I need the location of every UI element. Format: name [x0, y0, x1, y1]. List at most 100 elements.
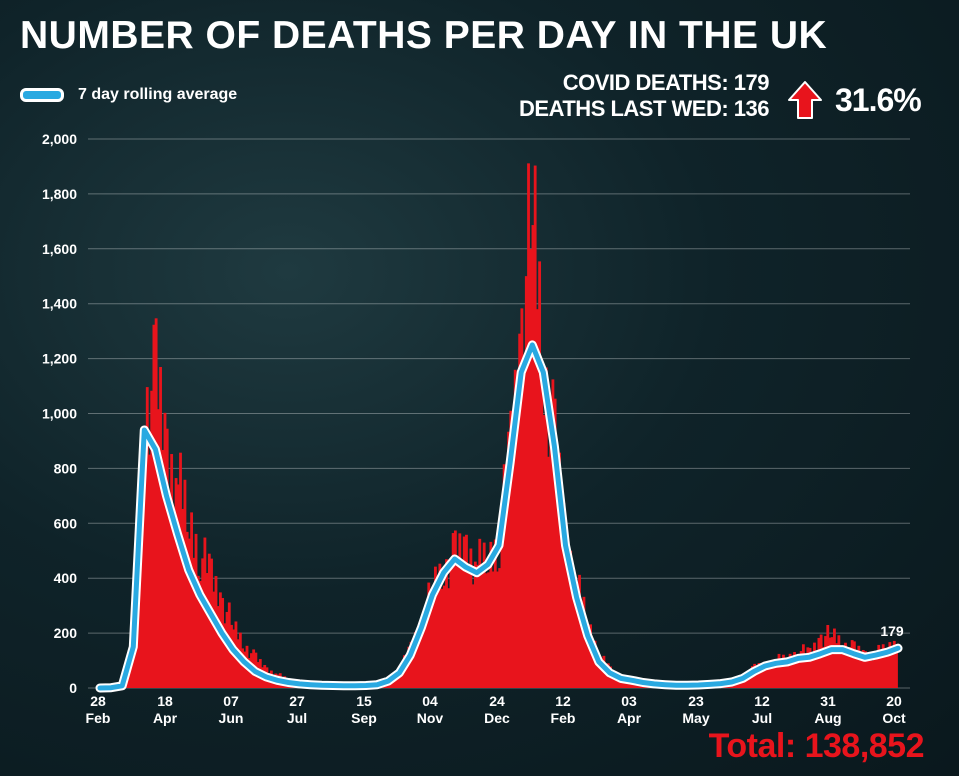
- bar: [507, 431, 510, 688]
- bar: [405, 657, 409, 688]
- bar: [890, 651, 894, 688]
- x-tick-day: 18: [157, 693, 173, 709]
- bar: [513, 369, 517, 688]
- covid-deaths-stat: COVID DEATHS: 179: [562, 70, 770, 95]
- bar: [230, 624, 233, 688]
- y-tick-label: 800: [54, 460, 78, 476]
- bar: [564, 523, 568, 688]
- bar: [181, 508, 185, 688]
- bar: [214, 576, 218, 688]
- bar: [132, 642, 136, 688]
- bar: [877, 644, 881, 688]
- bar: [830, 637, 834, 688]
- bar: [172, 514, 176, 688]
- x-tick-day: 12: [754, 693, 770, 709]
- y-tick-label: 1,400: [42, 296, 77, 312]
- bar: [786, 661, 790, 688]
- y-tick-label: 1,800: [42, 186, 77, 202]
- bar: [870, 660, 874, 688]
- bar: [458, 533, 462, 688]
- bar: [598, 662, 601, 688]
- bar: [529, 248, 533, 688]
- bar: [764, 661, 768, 688]
- bar: [436, 589, 440, 688]
- bar: [212, 591, 216, 688]
- bar: [449, 561, 453, 688]
- bar: [788, 653, 792, 688]
- bar: [420, 617, 424, 688]
- bar: [850, 640, 854, 688]
- bar: [400, 664, 404, 688]
- bar: [165, 428, 169, 688]
- x-tick-month: Nov: [417, 710, 444, 726]
- bar: [431, 591, 435, 688]
- bar: [509, 410, 513, 688]
- bar: [775, 659, 779, 688]
- bar: [542, 414, 546, 688]
- bar: [518, 333, 522, 688]
- bar: [130, 650, 134, 688]
- y-tick-label: 1,200: [42, 351, 77, 367]
- bar: [538, 261, 542, 688]
- bar: [591, 644, 595, 688]
- bar: [462, 536, 466, 688]
- bar: [524, 276, 528, 688]
- bar: [826, 624, 830, 688]
- bar: [493, 539, 497, 688]
- bar: [558, 452, 561, 688]
- bar: [447, 588, 451, 688]
- bar: [571, 591, 575, 688]
- bar: [219, 592, 222, 688]
- bar: [418, 623, 422, 688]
- y-tick-label: 200: [54, 625, 78, 641]
- bar: [190, 512, 193, 688]
- bar: [560, 520, 564, 688]
- x-tick-day: 12: [555, 693, 571, 709]
- x-tick-month: Oct: [882, 710, 906, 726]
- bar: [866, 659, 870, 688]
- bar: [398, 673, 402, 688]
- x-tick-month: Sep: [351, 710, 377, 726]
- bar: [808, 647, 812, 688]
- x-tick-month: Jul: [752, 710, 772, 726]
- bar: [879, 652, 883, 688]
- bar: [555, 476, 559, 688]
- bar: [145, 387, 149, 688]
- bar: [232, 629, 236, 688]
- bar: [485, 573, 488, 688]
- x-tick-day: 24: [489, 693, 505, 709]
- x-tick-month: Feb: [551, 710, 576, 726]
- bar: [759, 667, 763, 688]
- bar: [504, 493, 508, 688]
- bar: [615, 676, 619, 688]
- bar: [573, 576, 577, 688]
- bar: [739, 679, 743, 688]
- bar: [799, 651, 803, 688]
- bar: [502, 464, 506, 688]
- bar: [500, 519, 504, 688]
- stats-box: COVID DEATHS: 179 DEATHS LAST WED: 136: [519, 70, 769, 122]
- bar: [864, 651, 867, 688]
- bar: [156, 409, 160, 688]
- bar: [533, 165, 537, 689]
- bar: [593, 640, 597, 688]
- bar: [163, 412, 167, 688]
- bar: [884, 652, 887, 688]
- total-deaths: Total: 138,852: [708, 727, 925, 765]
- bar: [815, 650, 819, 688]
- y-tick-label: 0: [69, 680, 77, 696]
- bar: [473, 561, 477, 688]
- bar: [551, 379, 555, 688]
- bar: [604, 665, 608, 688]
- bar: [152, 324, 156, 688]
- bar: [742, 678, 745, 688]
- bar: [892, 640, 896, 688]
- bar: [549, 414, 553, 688]
- bar: [491, 571, 495, 688]
